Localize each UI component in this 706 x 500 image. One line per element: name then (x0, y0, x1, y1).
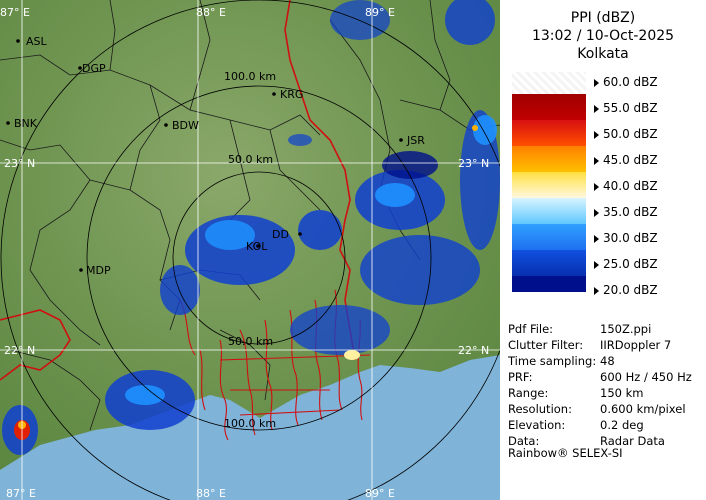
city-label: KRG (280, 88, 303, 101)
lon-label: 87° E (0, 6, 30, 19)
range-label: 100.0 km (224, 417, 276, 430)
scale-swatch (512, 172, 586, 198)
city-label: ASL (26, 35, 48, 48)
station-label: Kolkata (577, 46, 629, 62)
scale-swatch (512, 120, 586, 146)
lon-label: 87° E (6, 487, 36, 500)
scale-tick: 50.0 dBZ (594, 127, 658, 141)
lat-label: 23° N (4, 157, 35, 170)
caret-right-icon (594, 286, 599, 295)
radar-map[interactable]: 87° E 88° E 89° E 87° E 88° E 89° E 23° … (0, 0, 500, 500)
graticule (0, 0, 500, 500)
caret-right-icon (594, 182, 599, 191)
city-label: DGP (82, 62, 106, 75)
scale-tick: 55.0 dBZ (594, 101, 658, 115)
datetime-label: 13:02 / 10-Oct-2025 (531, 28, 675, 44)
radar-echoes (2, 0, 500, 455)
range-label: 50.0 km (228, 153, 273, 166)
scale-swatch (512, 94, 586, 120)
scale-swatch (512, 276, 586, 292)
city-label: BNK (14, 117, 38, 130)
scale-tick: 20.0 dBZ (594, 283, 658, 297)
caret-right-icon (594, 130, 599, 139)
lon-label: 89° E (365, 6, 395, 19)
scale-tick: 30.0 dBZ (594, 231, 658, 245)
lon-label: 88° E (196, 487, 226, 500)
caret-right-icon (594, 208, 599, 217)
range-label: 100.0 km (224, 70, 276, 83)
caret-right-icon (594, 104, 599, 113)
caret-right-icon (594, 156, 599, 165)
caret-right-icon (594, 234, 599, 243)
product-title: PPI (dBZ) (570, 10, 636, 26)
scale-tick: 45.0 dBZ (594, 153, 658, 167)
city-label: MDP (86, 264, 111, 277)
district-boundaries (0, 0, 500, 431)
scale-swatch (512, 250, 586, 276)
scale-tick: 60.0 dBZ (594, 75, 658, 89)
scale-swatch (512, 224, 586, 250)
city-label: JSR (406, 134, 425, 147)
scale-swatch (512, 72, 586, 94)
city-label: KOL (246, 240, 268, 253)
lat-label: 22° N (4, 344, 35, 357)
lon-label: 88° E (196, 6, 226, 19)
legend-panel: PPI (dBZ) 13:02 / 10-Oct-2025 Kolkata 60… (500, 0, 706, 500)
lon-label: 89° E (365, 487, 395, 500)
scale-tick: 35.0 dBZ (594, 205, 658, 219)
range-rings (0, 0, 500, 500)
scale-tick: 40.0 dBZ (594, 179, 658, 193)
city-label: BDW (172, 119, 199, 132)
state-boundary (0, 0, 356, 381)
scale-swatch (512, 146, 586, 172)
lat-label: 23° N (458, 157, 489, 170)
city-label: DD (272, 228, 289, 241)
lat-label: 22° N (458, 344, 489, 357)
radar-map-svg: 87° E 88° E 89° E 87° E 88° E 89° E 23° … (0, 0, 500, 500)
range-label: 50.0 km (228, 335, 273, 348)
scale-tick: 25.0 dBZ (594, 257, 658, 271)
caret-right-icon (594, 260, 599, 269)
scale-swatch (512, 198, 586, 224)
sea-area (0, 355, 500, 500)
city-markers (6, 39, 403, 272)
vendor-credit: Rainbow® SELEX-SI (508, 446, 623, 460)
caret-right-icon (594, 78, 599, 87)
